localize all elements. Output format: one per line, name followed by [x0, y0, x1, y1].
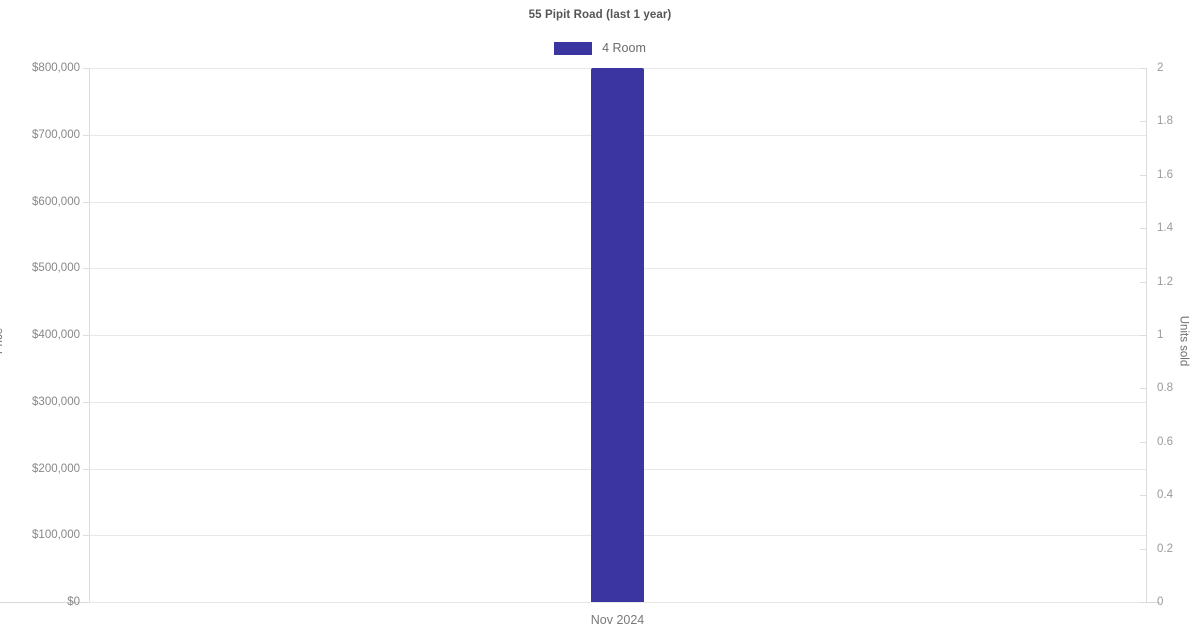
y-axis-left-tick-label: $400,000: [32, 329, 80, 341]
y-axis-right-tick-label: 1.2: [1157, 275, 1173, 288]
x-axis-tick-label: Nov 2024: [590, 613, 645, 627]
y-axis-left-tick-label: $700,000: [32, 128, 80, 141]
y-axis-right-tick-label: 2: [1157, 62, 1164, 74]
y-axis-right-tick-mark: [1140, 495, 1146, 497]
y-axis-right-tick-label: 0.8: [1157, 382, 1173, 395]
plot-area: [89, 68, 1146, 603]
y-axis-right-tick-label: 0.6: [1157, 435, 1173, 448]
y-axis-left-tick-mark: [83, 535, 89, 537]
y-axis-left-tick-label: $800,000: [32, 62, 80, 74]
legend-color-swatch: [554, 41, 593, 55]
y-axis-right-tick-mark: [1140, 388, 1146, 390]
y-axis-right-line: [1146, 68, 1147, 603]
y-axis-right-tick-mark: [1140, 548, 1146, 550]
y-axis-left-tick-mark: [83, 68, 89, 69]
y-axis-left-tick-label: $300,000: [32, 395, 80, 408]
y-axis-right-tick-mark: [1140, 121, 1146, 123]
y-axis-right-title: Units sold: [1177, 315, 1190, 367]
chart-legend: 4 Room: [0, 41, 1200, 55]
y-axis-right-tick-mark: [1140, 174, 1146, 176]
y-axis-left-tick-label: $500,000: [32, 262, 80, 275]
y-axis-left-tick-mark: [83, 602, 89, 603]
legend-item-label: 4 Room: [602, 41, 646, 55]
y-axis-left-tick-label: $600,000: [32, 195, 80, 208]
y-axis-left-tick-label: $0: [67, 596, 80, 608]
y-axis-right-tick-mark: [1140, 281, 1146, 283]
y-axis-right-tick-label: 1.8: [1157, 115, 1173, 128]
bar[interactable]: [591, 68, 644, 602]
y-axis-left-tick-label: $100,000: [32, 529, 80, 542]
y-axis-left-tick-label: $200,000: [32, 462, 80, 475]
y-axis-right-tick-mark: [1140, 602, 1146, 603]
y-axis-right-tick-label: 0.4: [1157, 489, 1173, 502]
y-axis-right-tick-label: 1.4: [1157, 222, 1173, 235]
y-axis-left-title: Price: [0, 327, 6, 355]
y-axis-right-tick-mark: [1140, 228, 1146, 230]
y-axis-left-tick-mark: [83, 201, 89, 203]
chart-title: 55 Pipit Road (last 1 year): [528, 9, 672, 21]
y-axis-left-tick-mark: [83, 134, 89, 136]
y-axis-right-tick-label: 0.2: [1157, 542, 1173, 555]
gridline: [89, 602, 1146, 603]
y-axis-right-tick-label: 1: [1157, 329, 1164, 341]
legend-item-4-room[interactable]: 4 Room: [554, 41, 646, 55]
y-axis-left-tick-mark: [83, 401, 89, 403]
y-axis-right-tick-label: 1.6: [1157, 168, 1173, 181]
y-axis-right-tick-mark: [1140, 441, 1146, 443]
y-axis-right-tick-label: 0: [1157, 596, 1164, 608]
y-axis-right-tick-mark: [1140, 335, 1146, 336]
y-axis-left-tick-mark: [83, 468, 89, 470]
y-axis-right-tick-mark: [1140, 68, 1146, 69]
y-axis-left-tick-mark: [83, 335, 89, 336]
y-axis-left-tick-mark: [83, 268, 89, 270]
